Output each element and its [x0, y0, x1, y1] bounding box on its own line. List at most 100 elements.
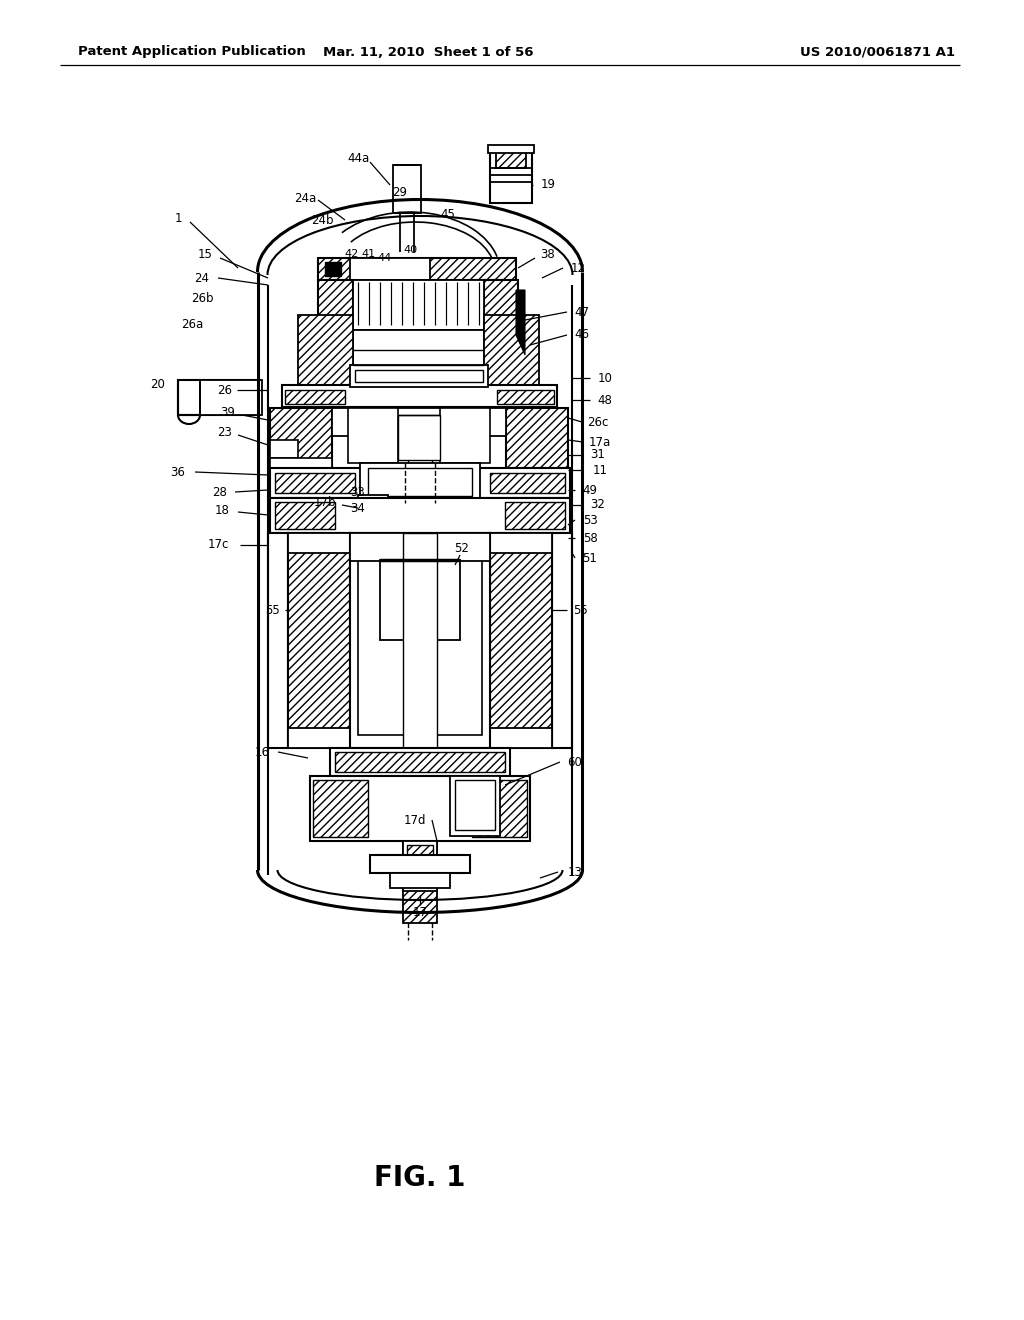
Bar: [472, 780, 527, 837]
Bar: [390, 873, 450, 888]
Bar: [362, 498, 384, 516]
Bar: [330, 748, 510, 776]
Bar: [325, 261, 341, 276]
Text: 24: 24: [195, 272, 210, 285]
Text: 44a: 44a: [347, 152, 369, 165]
Text: 29: 29: [392, 186, 408, 198]
Text: Patent Application Publication: Patent Application Publication: [78, 45, 306, 58]
Bar: [355, 370, 483, 381]
Text: 1: 1: [174, 211, 181, 224]
Text: 26b: 26b: [190, 292, 213, 305]
Text: 48: 48: [598, 393, 612, 407]
Bar: [282, 385, 557, 407]
Text: 17: 17: [413, 906, 427, 919]
Text: 52: 52: [455, 541, 469, 554]
Bar: [288, 533, 552, 553]
Text: 42: 42: [345, 249, 359, 259]
Text: 11: 11: [593, 463, 607, 477]
Bar: [298, 315, 353, 385]
Text: 20: 20: [151, 379, 166, 392]
Bar: [270, 459, 288, 473]
Bar: [403, 533, 437, 748]
Bar: [353, 330, 484, 385]
Text: 55: 55: [264, 603, 280, 616]
Text: 15: 15: [198, 248, 212, 261]
Text: 60: 60: [567, 755, 583, 768]
Text: 26c: 26c: [588, 416, 608, 429]
Bar: [506, 408, 568, 469]
Bar: [200, 380, 262, 414]
Bar: [270, 440, 298, 458]
Text: 18: 18: [215, 503, 229, 516]
Bar: [497, 389, 554, 404]
Bar: [350, 533, 490, 561]
Text: 26: 26: [217, 384, 232, 396]
Text: 31: 31: [591, 449, 605, 462]
Bar: [353, 280, 484, 330]
Bar: [268, 533, 288, 748]
Text: 44: 44: [378, 253, 392, 263]
Text: 28: 28: [213, 486, 227, 499]
Bar: [358, 540, 482, 735]
Bar: [335, 752, 505, 772]
Text: 33: 33: [350, 486, 366, 499]
Bar: [496, 148, 526, 168]
Text: 53: 53: [583, 513, 597, 527]
Text: 16: 16: [255, 746, 269, 759]
Text: 26a: 26a: [181, 318, 203, 331]
Bar: [368, 469, 472, 496]
Text: 17d: 17d: [403, 813, 426, 826]
Text: 46: 46: [574, 329, 590, 342]
Bar: [313, 780, 368, 837]
Bar: [270, 469, 570, 498]
Text: 41: 41: [360, 249, 375, 259]
Bar: [288, 729, 552, 748]
Bar: [350, 533, 490, 748]
Text: 38: 38: [541, 248, 555, 261]
Bar: [332, 408, 506, 436]
Bar: [178, 380, 260, 414]
Text: FIG. 1: FIG. 1: [375, 1164, 466, 1192]
Text: 34: 34: [350, 502, 366, 515]
Bar: [358, 495, 388, 520]
Bar: [403, 841, 437, 891]
Bar: [490, 533, 552, 748]
Text: 17a: 17a: [589, 436, 611, 449]
Text: 19: 19: [541, 178, 555, 191]
Bar: [318, 280, 353, 385]
Text: 36: 36: [171, 466, 185, 479]
Text: 55: 55: [572, 603, 588, 616]
Bar: [275, 502, 335, 529]
Bar: [380, 560, 460, 640]
Bar: [455, 780, 495, 830]
Bar: [450, 776, 500, 836]
Bar: [270, 408, 332, 469]
Text: 32: 32: [591, 499, 605, 511]
Text: 39: 39: [220, 405, 236, 418]
Bar: [370, 855, 470, 873]
Bar: [348, 408, 398, 463]
Text: 49: 49: [583, 483, 597, 496]
Text: 23: 23: [217, 425, 232, 438]
Bar: [490, 148, 532, 203]
Text: 24b: 24b: [310, 214, 333, 227]
Text: 13: 13: [567, 866, 583, 879]
Text: 12: 12: [570, 261, 586, 275]
Text: US 2010/0061871 A1: US 2010/0061871 A1: [800, 45, 955, 58]
Text: 17c: 17c: [207, 539, 228, 552]
Bar: [310, 776, 530, 841]
Bar: [393, 165, 421, 213]
Bar: [350, 366, 488, 387]
Bar: [488, 145, 534, 153]
Bar: [318, 257, 516, 280]
Text: Mar. 11, 2010  Sheet 1 of 56: Mar. 11, 2010 Sheet 1 of 56: [323, 45, 534, 58]
Bar: [350, 257, 430, 280]
Text: 58: 58: [583, 532, 597, 544]
Bar: [270, 498, 570, 533]
Bar: [275, 473, 355, 492]
Text: 51: 51: [583, 552, 597, 565]
Bar: [484, 280, 518, 385]
Bar: [505, 502, 565, 529]
Text: 17b: 17b: [313, 495, 336, 508]
Text: 24a: 24a: [294, 191, 316, 205]
